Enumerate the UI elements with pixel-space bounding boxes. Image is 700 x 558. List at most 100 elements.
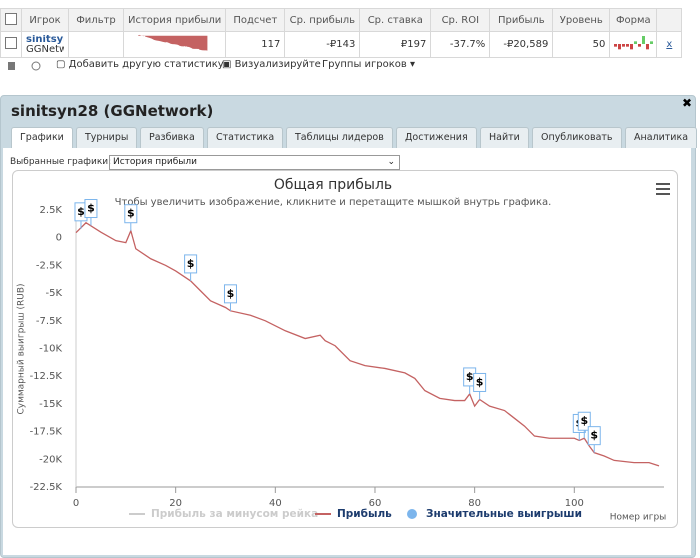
form-bar: [630, 44, 634, 50]
y-tick-label: -2.5K: [36, 260, 63, 271]
form-bar: [634, 41, 638, 44]
x-tick-label: 100: [565, 498, 584, 509]
y-tick-label: -17.5K: [30, 427, 63, 438]
close[interactable]: ✖: [681, 96, 692, 110]
panel-title: sinitsyn28 (GGNetwork): [11, 102, 214, 120]
visualize[interactable]: ▣ Визуализируйте: [222, 59, 321, 70]
trash-icon[interactable]: [8, 62, 15, 70]
header: История прибыли: [122, 8, 227, 32]
form-chart: [614, 36, 654, 50]
x-tick-label: 0: [73, 498, 79, 509]
x-axis-label: Номер игры: [610, 513, 667, 523]
x-tick-label: 20: [169, 498, 182, 509]
x-tick-label: 60: [369, 498, 382, 509]
legend-label[interactable]: Значительные выигрыши: [426, 508, 582, 520]
add-stat-text[interactable]: Добавить другую статистику: [68, 59, 224, 70]
header: Ср. ставка: [359, 8, 432, 32]
profit-line: [75, 221, 660, 467]
flag-label: $: [187, 257, 195, 270]
form-bar: [646, 44, 650, 50]
refresh-icon[interactable]: [31, 61, 41, 71]
checkbox[interactable]: [5, 12, 17, 25]
count: 117: [225, 31, 286, 58]
form-bar: [642, 36, 646, 44]
flag-label: $: [590, 429, 598, 442]
x-tick-label: 80: [468, 498, 481, 509]
selector-value[interactable]: История прибыли: [113, 157, 197, 167]
tab[interactable]: Аналитика: [625, 127, 698, 148]
y-axis-label: Суммарный выигрыш (RUB): [17, 283, 27, 414]
flag: [84, 199, 98, 219]
y-tick-label: -22.5K: [30, 482, 63, 493]
visualize-text[interactable]: Визуализируйте: [234, 59, 321, 70]
remove[interactable]: x: [656, 31, 683, 58]
tab[interactable]: Турниры: [76, 127, 138, 148]
selector-label: Выбранные графики:: [10, 157, 112, 167]
legend-label[interactable]: Прибыль: [337, 508, 392, 520]
flag: [124, 204, 138, 224]
flag-label: $: [466, 370, 474, 383]
flag-label: $: [77, 205, 85, 218]
legend-symbol: [407, 509, 417, 519]
flag: [473, 372, 487, 392]
flag: [577, 411, 591, 431]
chart-title: Общая прибыль: [274, 177, 392, 193]
tab[interactable]: Найти: [480, 127, 529, 148]
sparkline: [138, 34, 208, 51]
form-bar: [614, 44, 618, 47]
form-bar: [622, 44, 626, 47]
stats-table: Игрок Фильтр История прибыли Подсчет Ср.…: [0, 8, 683, 58]
add-stat[interactable]: ▢ Добавить другую статистику: [56, 59, 224, 70]
tab[interactable]: Разбивка: [140, 127, 204, 148]
level: 50: [552, 31, 611, 58]
form-bar: [618, 44, 622, 50]
chart-subtitle: Чтобы увеличить изображение, кликните и …: [115, 197, 552, 208]
flag-label: $: [476, 375, 484, 388]
flag-label: $: [87, 202, 95, 215]
player[interactable]: sinitsyn28: [26, 34, 64, 45]
groups[interactable]: Группы игроков ▾: [322, 59, 415, 70]
tab[interactable]: Достижения: [396, 127, 477, 148]
flag-label: $: [127, 207, 135, 220]
tab[interactable]: Таблицы лидеров: [286, 127, 393, 148]
legend-label[interactable]: Прибыль за минусом рейка: [151, 508, 318, 520]
y-tick-label: 2.5K: [40, 205, 63, 216]
header: Ср. ROI: [430, 8, 491, 32]
avg-profit: -₽143: [284, 31, 361, 58]
chart-selector[interactable]: История прибыли ⌄: [109, 155, 400, 170]
y-tick-label: 0: [56, 233, 62, 244]
network: GGNetwork: [26, 44, 64, 55]
y-tick-label: -20K: [39, 454, 62, 465]
header: Игрок: [21, 8, 69, 32]
checkbox[interactable]: [5, 37, 17, 49]
y-tick-label: -15K: [39, 399, 62, 410]
form-bar: [650, 41, 654, 44]
flag: [587, 426, 601, 446]
header: Ср. прибыль: [284, 8, 361, 32]
form-bar: [638, 44, 642, 47]
y-tick-label: -5K: [45, 288, 62, 299]
header-row: Игрок Фильтр История прибыли Подсчет Ср.…: [0, 8, 683, 32]
y-tick-label: -10K: [39, 344, 62, 355]
form-bar: [626, 44, 630, 47]
x-tick-label: 40: [269, 498, 282, 509]
y-tick-label: -12.5K: [30, 371, 63, 382]
flag: [184, 254, 198, 274]
avg-roi: -37.7%: [430, 31, 491, 58]
flag-label: $: [580, 414, 588, 427]
profit: -₽20,589: [489, 31, 554, 58]
sparkline-area: [138, 34, 208, 51]
tab[interactable]: Графики: [11, 127, 73, 149]
player-row: sinitsyn28GGNetwork 117 -₽143 ₽197 -37.7…: [0, 31, 683, 58]
header: Уровень: [552, 8, 611, 32]
tab[interactable]: Опубликовать: [532, 127, 622, 148]
flag-label: $: [227, 287, 235, 300]
groups-text[interactable]: Группы игроков: [322, 59, 407, 70]
header: Прибыль: [489, 8, 554, 32]
y-tick-label: -7.5K: [36, 316, 63, 327]
tab[interactable]: Статистика: [207, 127, 284, 148]
flag: [223, 284, 237, 304]
toolbar-icons: [8, 61, 41, 71]
menu-icon[interactable]: [656, 183, 670, 195]
